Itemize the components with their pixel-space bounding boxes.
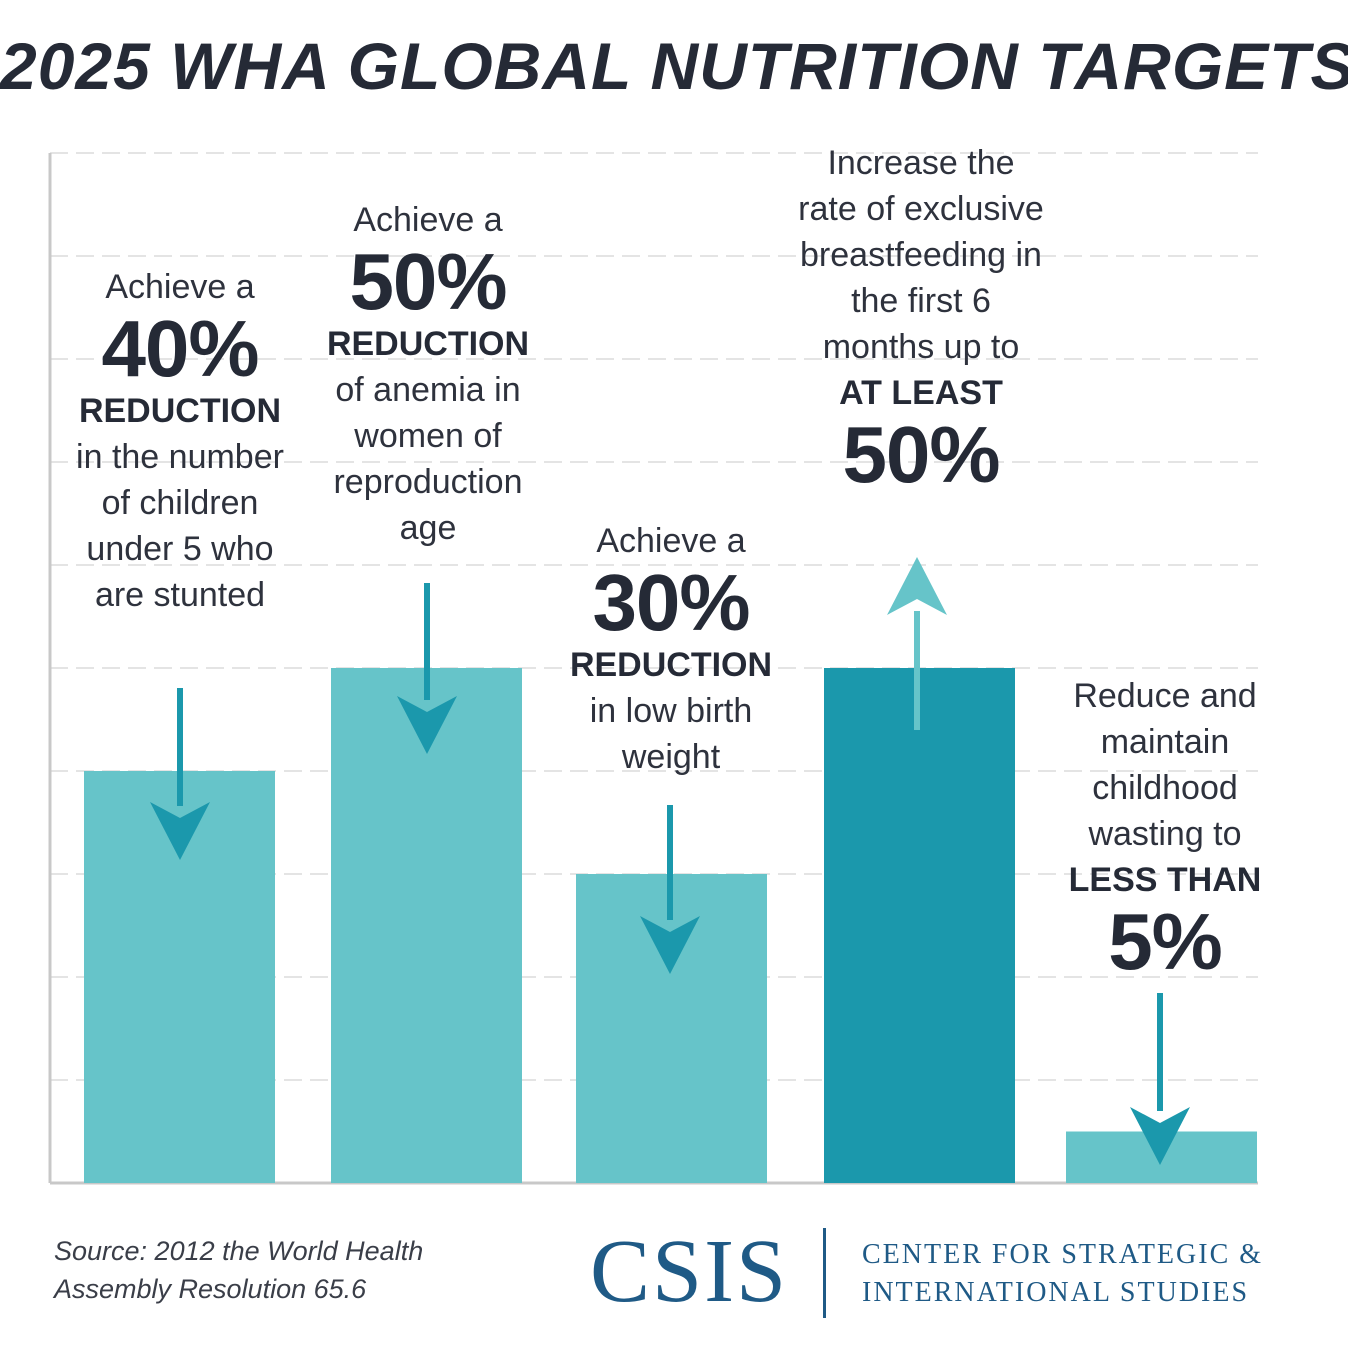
annotation-anemia: Achieve a 50% REDUCTION of anemia in wom… — [310, 197, 546, 551]
arrow-down-icon — [397, 696, 457, 754]
annotation-post: in low birth weight — [589, 692, 753, 776]
logo-text-line-1: CENTER FOR STRATEGIC & — [862, 1239, 1264, 1270]
annotation-low-birth-weight: Achieve a 30% REDUCTION in low birth wei… — [556, 518, 786, 780]
annotation-bold: REDUCTION — [78, 392, 282, 430]
logo-divider — [823, 1228, 826, 1318]
source-line-2: Assembly Resolution 65.6 — [54, 1274, 367, 1304]
bar-exclusive-breastfeeding — [824, 668, 1015, 1183]
annotation-percent: 40% — [101, 304, 259, 393]
annotation-pre: Reduce and maintain childhood wasting to — [1073, 677, 1257, 853]
annotation-percent: 30% — [592, 558, 750, 647]
annotation-pre: Increase the rate of exclusive breastfee… — [798, 144, 1044, 366]
annotation-percent: 5% — [1108, 897, 1223, 986]
annotation-pre: Achieve a — [105, 268, 255, 306]
annotation-bold: AT LEAST — [839, 374, 1003, 412]
annotation-wasting: Reduce and maintain childhood wasting to… — [1058, 673, 1272, 986]
annotation-post: in the number of children under 5 who ar… — [76, 438, 284, 614]
logo-text-line-2: INTERNATIONAL STUDIES — [862, 1277, 1250, 1308]
source-line-1: Source: 2012 the World Health — [54, 1236, 424, 1266]
source-note: Source: 2012 the World Health Assembly R… — [54, 1232, 423, 1308]
annotation-bold: REDUCTION — [569, 646, 773, 684]
annotation-breastfeeding: Increase the rate of exclusive breastfee… — [796, 140, 1046, 499]
bar-low-birth-weight — [576, 874, 767, 1183]
annotation-percent: 50% — [349, 237, 507, 326]
annotation-post: of anemia in women of reproduction age — [333, 371, 523, 547]
arrow-down-icon — [1130, 1107, 1190, 1165]
arrow-up-icon — [887, 557, 947, 615]
annotation-bold: REDUCTION — [326, 325, 530, 363]
csis-logo-text: CENTER FOR STRATEGIC & INTERNATIONAL STU… — [862, 1236, 1263, 1312]
csis-logo: CSIS — [590, 1222, 789, 1321]
bar-chart — [48, 152, 1258, 1185]
annotation-pre: Achieve a — [353, 201, 503, 239]
annotation-bold: LESS THAN — [1068, 861, 1262, 899]
arrow-down-icon — [150, 802, 210, 860]
chart-title: 2025 WHA GLOBAL NUTRITION TARGETS — [0, 29, 1348, 103]
annotation-percent: 50% — [842, 410, 1000, 499]
arrow-down-icon — [640, 916, 700, 974]
annotation-stunting: Achieve a 40% REDUCTION in the number of… — [60, 264, 300, 618]
bar-anemia — [331, 668, 522, 1183]
annotation-pre: Achieve a — [596, 522, 746, 560]
